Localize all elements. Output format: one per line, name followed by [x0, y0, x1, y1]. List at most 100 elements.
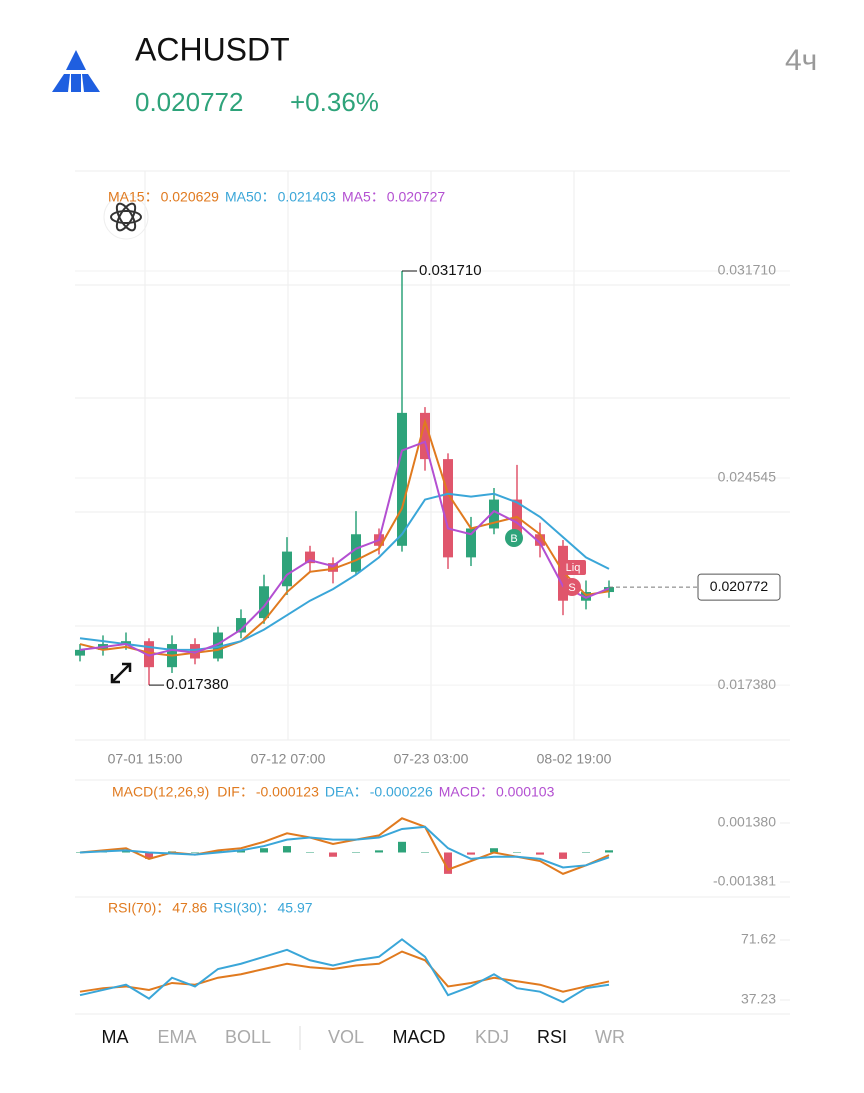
atom — [110, 202, 142, 232]
indicator-line — [79, 492, 610, 651]
y-tick-label: 0.017380 — [718, 676, 777, 692]
macd-bar — [375, 850, 383, 853]
legend-value: 45.97 — [278, 900, 313, 916]
candle-body — [489, 499, 499, 529]
liq-label: Liq — [566, 562, 581, 574]
x-label: 08-02 19:00 — [537, 751, 612, 767]
candle-body — [397, 412, 407, 546]
indicator-tab[interactable]: KDJ — [475, 1027, 509, 1047]
buy-marker — [505, 529, 523, 547]
y-tick-label: 37.23 — [741, 991, 776, 1007]
legend-name: MA15： — [108, 189, 159, 205]
interval[interactable]: 4ч — [785, 44, 817, 77]
legend-value: -0.000226 — [370, 784, 433, 800]
macd-bar — [582, 852, 590, 853]
y-tick-label: 71.62 — [741, 931, 776, 947]
indicator-tab[interactable]: MA — [102, 1027, 129, 1047]
x-label: 07-12 07:00 — [251, 751, 326, 767]
y-tick-label: 0.001380 — [718, 814, 777, 830]
liq-box — [560, 560, 586, 575]
indicator-tab[interactable]: BOLL — [225, 1027, 271, 1047]
candle-body — [144, 641, 154, 668]
candle-body — [305, 551, 315, 564]
candle-body — [581, 592, 591, 601]
expand-icon[interactable] — [110, 662, 132, 684]
legend-name: RSI(30)： — [213, 900, 275, 916]
x-label: 07-23 03:00 — [394, 751, 469, 767]
legend-value: 0.021403 — [278, 189, 337, 205]
indicator-line — [79, 950, 610, 993]
macd-bar — [352, 852, 360, 853]
macd-bar — [191, 852, 199, 853]
candle-body — [236, 618, 246, 633]
legend-value: 47.86 — [172, 900, 207, 916]
candle-body — [604, 587, 614, 593]
legend-name: MACD： — [439, 784, 494, 800]
y-tick-label: 0.031710 — [718, 262, 777, 278]
macd-bar — [283, 846, 291, 853]
candle-body — [328, 563, 338, 572]
legend-name: MA5： — [342, 189, 385, 205]
sell-label: S — [568, 582, 575, 594]
y-tick-label: -0.001381 — [713, 873, 776, 889]
price: 0.020772 — [135, 87, 243, 117]
macd-bar — [605, 850, 613, 853]
indicator-line — [79, 417, 610, 657]
macd-bar — [214, 850, 222, 853]
macd-bar — [260, 848, 268, 853]
indicator-line — [79, 938, 610, 1004]
macd-bar — [398, 841, 406, 853]
indicator-line — [79, 825, 610, 869]
candle-body — [282, 551, 292, 587]
last-price-label: 0.020772 — [710, 578, 769, 594]
change: +0.36% — [290, 87, 379, 117]
indicator-line — [79, 440, 610, 657]
macd-bar — [76, 852, 84, 853]
legend-value: 0.000103 — [496, 784, 555, 800]
logo — [52, 50, 100, 92]
candle-body — [75, 649, 85, 656]
indicator-tab[interactable]: VOL — [328, 1027, 364, 1047]
candle-body — [466, 528, 476, 558]
macd-bar — [559, 852, 567, 859]
candle-body — [121, 641, 131, 645]
macd-bar — [467, 852, 475, 855]
candle-body — [213, 632, 223, 659]
candle-body — [420, 412, 430, 460]
macd-bar — [421, 852, 429, 853]
x-label: 07-01 15:00 — [108, 751, 183, 767]
macd-bar — [490, 848, 498, 853]
indicator-tab[interactable]: WR — [595, 1027, 625, 1047]
indicator-line — [79, 817, 610, 875]
indicator-tab[interactable]: MACD — [393, 1027, 446, 1047]
candle-body — [259, 586, 269, 619]
last-price-box — [697, 573, 781, 601]
legend-value: -0.000123 — [256, 784, 319, 800]
macd-bar — [237, 850, 245, 853]
buy-label: B — [510, 533, 517, 545]
macd-bar — [145, 852, 153, 859]
indicator-tab[interactable]: EMA — [157, 1027, 196, 1047]
legend-name: MA50： — [225, 189, 276, 205]
high-label: 0.031710 — [419, 262, 482, 279]
macd-bar — [444, 852, 452, 874]
legend-value: 0.020727 — [387, 189, 446, 205]
legend-value: 0.020629 — [161, 189, 220, 205]
candle-body — [351, 534, 361, 572]
watermark-icon — [103, 194, 149, 240]
legend-name: DEA： — [325, 784, 368, 800]
legend-name: DIF： — [217, 784, 254, 800]
y-tick-label: 0.024545 — [718, 469, 777, 485]
indicator-tab[interactable]: RSI — [537, 1027, 567, 1047]
macd-bar — [306, 852, 314, 853]
legend-name: MACD(12,26,9) — [112, 784, 209, 800]
symbol: ACHUSDT — [135, 31, 290, 67]
candle-body — [535, 534, 545, 546]
low-label: 0.017380 — [166, 676, 229, 693]
sell-marker — [563, 578, 581, 596]
macd-bar — [329, 852, 337, 857]
legend-name: RSI(70)： — [108, 900, 170, 916]
macd-bar — [536, 852, 544, 855]
macd-bar — [122, 850, 130, 853]
